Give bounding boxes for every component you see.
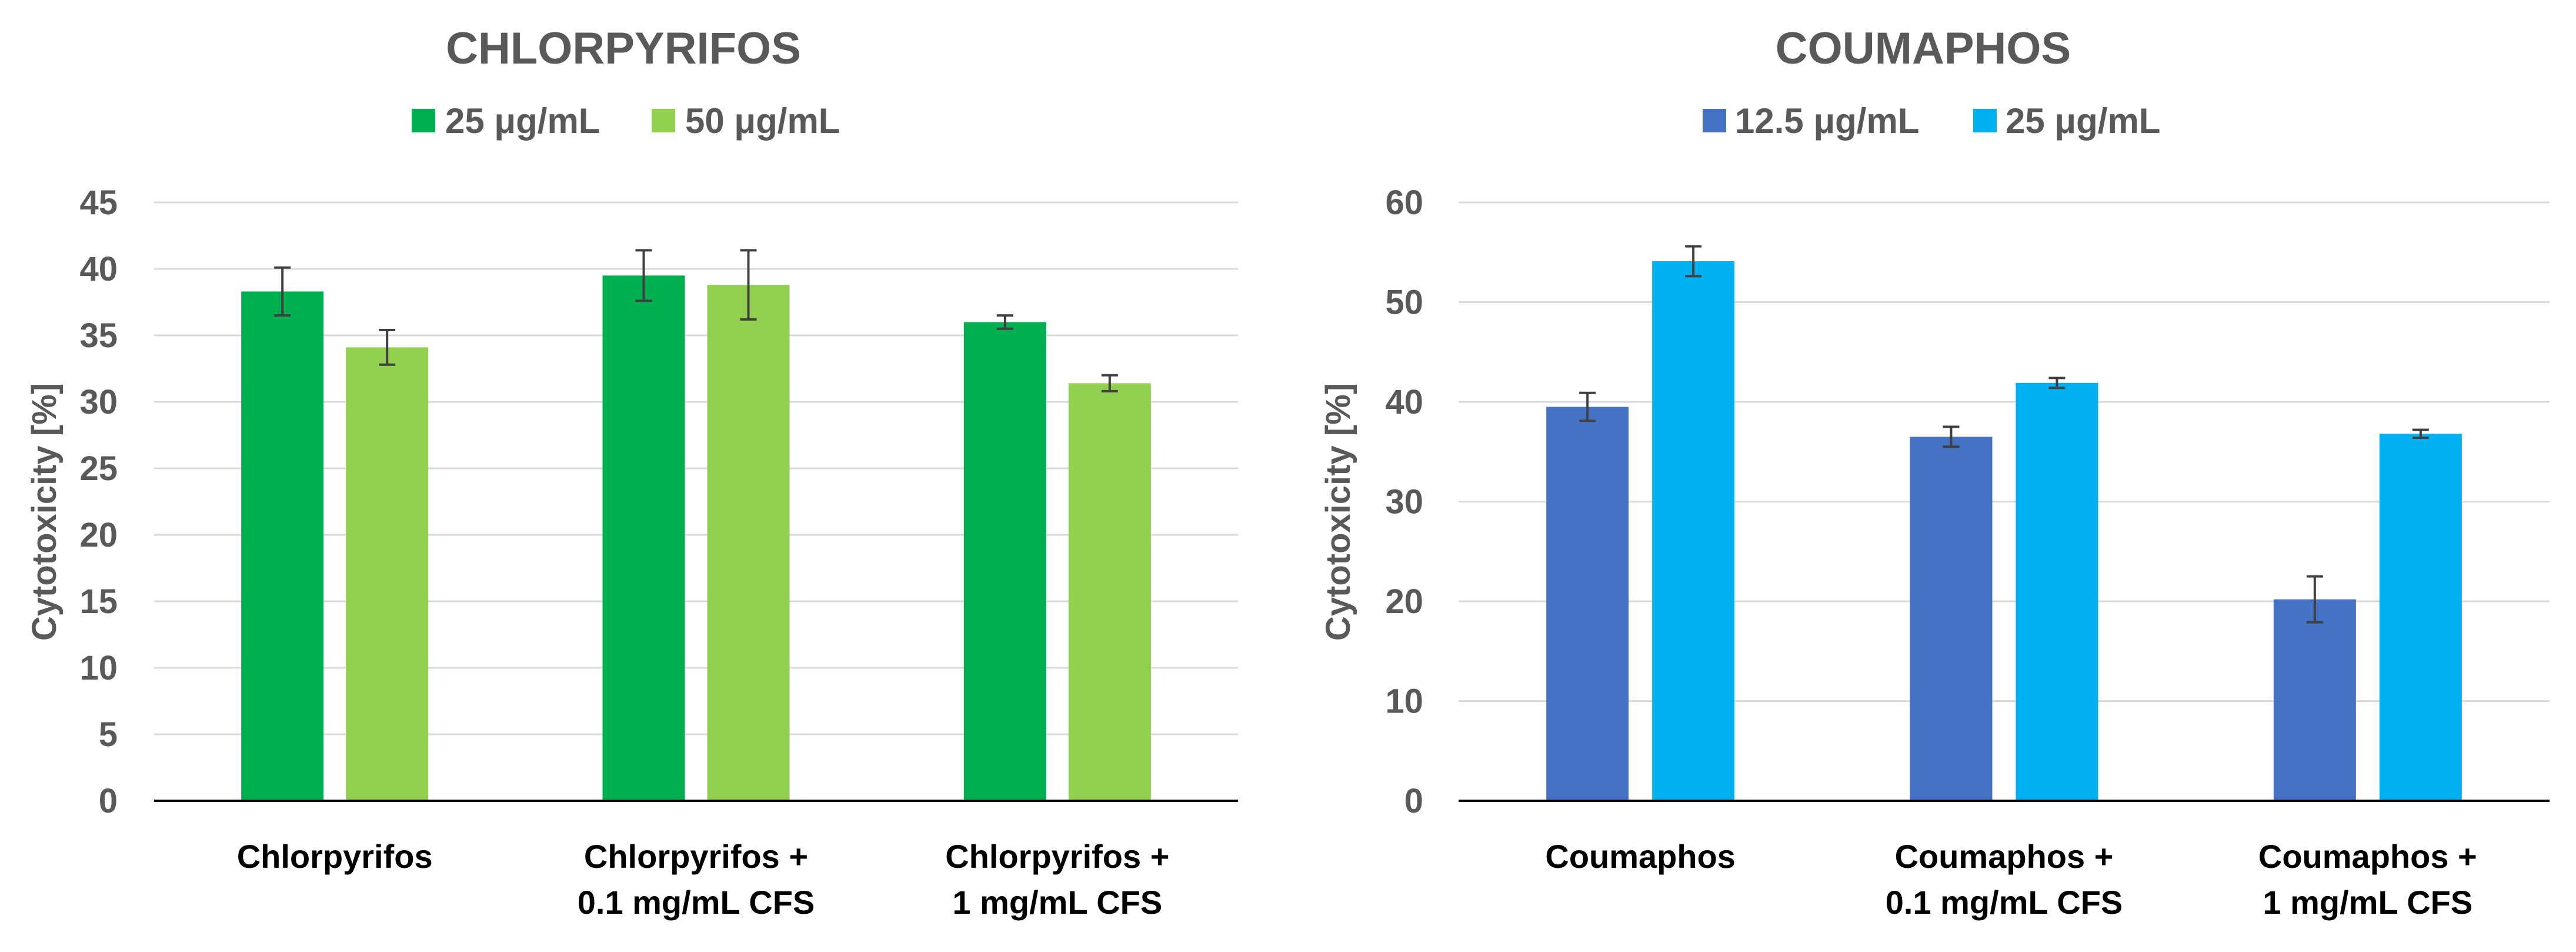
y-tick-label: 0 (1404, 782, 1423, 820)
bar (2273, 599, 2356, 801)
bar (1910, 437, 1993, 801)
legend-label-series-2: 50 μg/mL (685, 101, 840, 141)
y-tick-labels: 0 10 20 30 40 50 60 (1385, 184, 1423, 820)
x-category-label: 1 mg/mL CFS (952, 884, 1162, 921)
y-tick-label: 0 (99, 782, 118, 820)
chart-title: COUMAPHOS (1776, 24, 2071, 74)
y-tick-label: 10 (79, 649, 118, 687)
x-category-labels: Coumaphos Coumaphos + 0.1 mg/mL CFS Coumaph… (1545, 838, 2477, 921)
bar (707, 285, 790, 801)
y-tick-label: 60 (1385, 184, 1423, 222)
y-tick-label: 30 (79, 383, 118, 421)
y-tick-label: 5 (99, 715, 118, 754)
x-category-label: 1 mg/mL CFS (2263, 884, 2472, 921)
y-tick-label: 30 (1385, 483, 1423, 521)
chlorpyrifos-chart: CHLORPYRIFOS 25 μg/mL 50 μg/mL Cytotoxic… (25, 24, 1238, 921)
legend-swatch-series-2 (1973, 109, 1997, 132)
y-tick-label: 10 (1385, 683, 1423, 721)
x-category-label: Coumaphos + (2258, 838, 2477, 875)
bar (1546, 407, 1629, 801)
x-category-labels: Chlorpyrifos Chlorpyrifos + 0.1 mg/mL CFS C… (237, 838, 1170, 921)
legend-swatch-series-1 (1703, 109, 1726, 132)
y-tick-label: 35 (79, 317, 118, 355)
error-bars (274, 249, 1118, 392)
legend: 25 μg/mL 50 μg/mL (412, 101, 840, 141)
x-category-label: Coumaphos (1545, 838, 1736, 875)
bar (1068, 383, 1151, 801)
y-axis-title: Cytotoxicity [%] (25, 383, 64, 641)
y-tick-label: 20 (1385, 582, 1423, 621)
x-category-label: 0.1 mg/mL CFS (578, 884, 815, 921)
x-category-label: 0.1 mg/mL CFS (1886, 884, 2123, 921)
bars (241, 275, 1151, 801)
bar (1652, 261, 1735, 801)
bar (602, 275, 685, 801)
bars (1546, 261, 2462, 801)
y-tick-label: 40 (1385, 383, 1423, 421)
bar (2016, 382, 2098, 801)
gridlines (154, 201, 1238, 735)
x-category-label: Chlorpyrifos (237, 838, 433, 875)
x-category-label: Coumaphos + (1895, 838, 2114, 875)
legend-label-series-1: 12.5 μg/mL (1735, 101, 1919, 141)
legend-label-series-1: 25 μg/mL (445, 101, 600, 141)
y-tick-label: 20 (79, 516, 118, 554)
bar (241, 291, 324, 801)
legend-label-series-2: 25 μg/mL (2006, 101, 2160, 141)
y-tick-label: 50 (1385, 284, 1423, 322)
bar (963, 322, 1046, 801)
coumaphos-chart: COUMAPHOS 12.5 μg/mL 25 μg/mL Cytotoxici… (1319, 24, 2550, 921)
y-tick-label: 45 (79, 184, 118, 222)
legend-swatch-series-2 (652, 109, 675, 132)
gridlines (1459, 201, 2550, 702)
error-bars (1579, 245, 2429, 624)
bar (346, 347, 429, 801)
bar (2379, 434, 2462, 801)
y-axis-title: Cytotoxicity [%] (1319, 383, 1357, 641)
x-category-label: Chlorpyrifos + (945, 838, 1169, 875)
legend-swatch-series-1 (412, 109, 435, 132)
y-tick-label: 15 (79, 582, 118, 621)
legend: 12.5 μg/mL 25 μg/mL (1703, 101, 2160, 141)
y-tick-label: 25 (79, 450, 118, 488)
y-tick-labels: 0 5 10 15 20 25 30 35 40 45 (79, 184, 118, 820)
chart-title: CHLORPYRIFOS (446, 24, 801, 74)
y-tick-label: 40 (79, 250, 118, 288)
x-category-label: Chlorpyrifos + (584, 838, 808, 875)
